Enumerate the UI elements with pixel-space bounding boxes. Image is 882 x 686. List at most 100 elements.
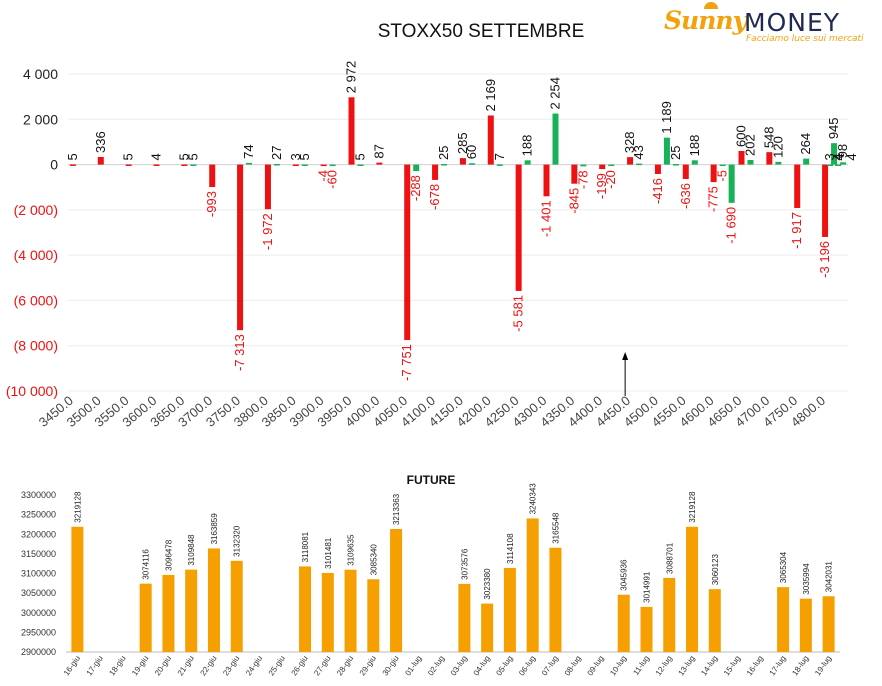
y-tick-label: 3250000 (21, 510, 56, 520)
x-tick-label: 16-giu (62, 654, 82, 677)
bar (747, 159, 754, 165)
x-tick-label: 11-lug (631, 654, 651, 677)
bar (432, 164, 439, 180)
y-tick-label: (10 000) (6, 383, 58, 399)
x-tick-label: 07-lug (540, 654, 560, 677)
data-label: 3109848 (187, 534, 196, 566)
chart-title: STOXX50 SETTEMBRE (378, 21, 585, 42)
data-label: 4 (830, 153, 845, 160)
x-tick-label: 16-lug (745, 654, 765, 677)
x-tick-label: 29-giu (358, 654, 378, 677)
x-tick-label: 23-giu (221, 654, 241, 677)
data-label: 4 (149, 153, 164, 160)
data-label: 600 (734, 125, 749, 147)
bar (738, 150, 745, 165)
x-tick-label: 21-giu (176, 654, 196, 677)
data-label: -845 (566, 188, 581, 214)
data-label: 3060123 (711, 553, 720, 585)
bar (320, 164, 327, 167)
bar (153, 164, 160, 166)
data-label: 7 (492, 153, 507, 160)
bar (526, 518, 539, 652)
data-label: 3096478 (164, 539, 173, 571)
bar (441, 164, 448, 166)
x-tick-label: 03-lug (449, 654, 469, 677)
y-tick-label: (2 000) (14, 202, 58, 218)
data-label: 4 (832, 153, 847, 160)
data-label: -636 (678, 183, 693, 209)
sun-icon (704, 2, 718, 9)
bar (636, 163, 643, 166)
x-tick-label: 17-lug (768, 654, 788, 677)
logo-sunny-text: Sunny (664, 6, 747, 35)
bar (777, 587, 790, 652)
data-label: -1 690 (724, 207, 739, 244)
data-label: 2 169 (483, 79, 498, 112)
bar (71, 526, 84, 652)
bar (549, 547, 562, 652)
y-tick-label: 2 000 (23, 111, 58, 127)
data-label: 3114108 (506, 533, 515, 564)
data-label: 5 (297, 153, 312, 160)
data-label: 548 (761, 126, 776, 148)
data-label: 188 (687, 135, 702, 157)
y-tick-label: 0 (50, 157, 58, 173)
bar (617, 594, 630, 652)
data-label: 336 (93, 131, 108, 153)
data-label: 25 (436, 146, 451, 160)
x-tick-label: 14-lug (699, 654, 719, 677)
bar (299, 566, 312, 652)
data-label: 3042031 (825, 561, 834, 593)
data-label: 3109635 (347, 534, 356, 566)
bar (348, 97, 355, 165)
x-tick-label: 13-lug (677, 654, 697, 677)
data-label: 3165548 (551, 512, 560, 544)
bar (608, 164, 615, 167)
data-label: -78 (575, 170, 590, 189)
x-tick-label: 12-lug (654, 654, 674, 677)
bar (246, 162, 253, 165)
data-label: 4 (844, 153, 859, 160)
x-tick-label: 28-giu (335, 654, 355, 677)
bar (69, 164, 76, 166)
data-label: 25 (668, 146, 683, 160)
data-label: 3065304 (779, 551, 788, 583)
data-label: 3085340 (369, 544, 378, 576)
x-tick-label: 05-lug (494, 654, 514, 677)
bar (481, 603, 494, 652)
data-label: -288 (408, 175, 423, 201)
data-label: 3101481 (324, 537, 333, 569)
bar (524, 160, 531, 165)
bar (571, 164, 578, 184)
data-label: 202 (743, 134, 758, 156)
bar (329, 164, 336, 167)
data-label: 3240343 (529, 483, 538, 515)
bar (728, 164, 735, 203)
bar (663, 137, 670, 165)
x-tick-label: 19-giu (130, 654, 150, 677)
data-label: -7 751 (399, 344, 414, 381)
bar (682, 164, 689, 179)
y-tick-label: 2950000 (21, 627, 56, 637)
bar (580, 164, 587, 167)
bar (413, 164, 420, 172)
x-tick-label: 15-lug (722, 654, 742, 677)
future-chart: FUTURE 3300000 3250000 3200000 3150000 310000… (21, 473, 840, 677)
sunny-money-logo: Sunny MONEY Facciamo luce sui mercati (664, 2, 864, 46)
x-tick-label: 22-giu (198, 654, 218, 677)
y-tick-label: 3050000 (21, 588, 56, 598)
y-tick-label: 3100000 (21, 569, 56, 579)
x-tick-label: 27-giu (312, 654, 332, 677)
x-tick-label: 17-giu (85, 654, 105, 677)
y-tick-label: 4 000 (23, 66, 58, 82)
data-label: 3023380 (483, 568, 492, 600)
y-tick-label: 3150000 (21, 549, 56, 559)
x-tick-label: 18-lug (790, 654, 810, 677)
y-tick-label: 3300000 (21, 490, 56, 500)
data-label: 87 (371, 144, 386, 158)
bar (766, 152, 773, 165)
data-label: -4 (316, 170, 331, 182)
bar (97, 156, 104, 165)
data-label: -775 (706, 186, 721, 212)
data-label: 98 (835, 144, 850, 158)
